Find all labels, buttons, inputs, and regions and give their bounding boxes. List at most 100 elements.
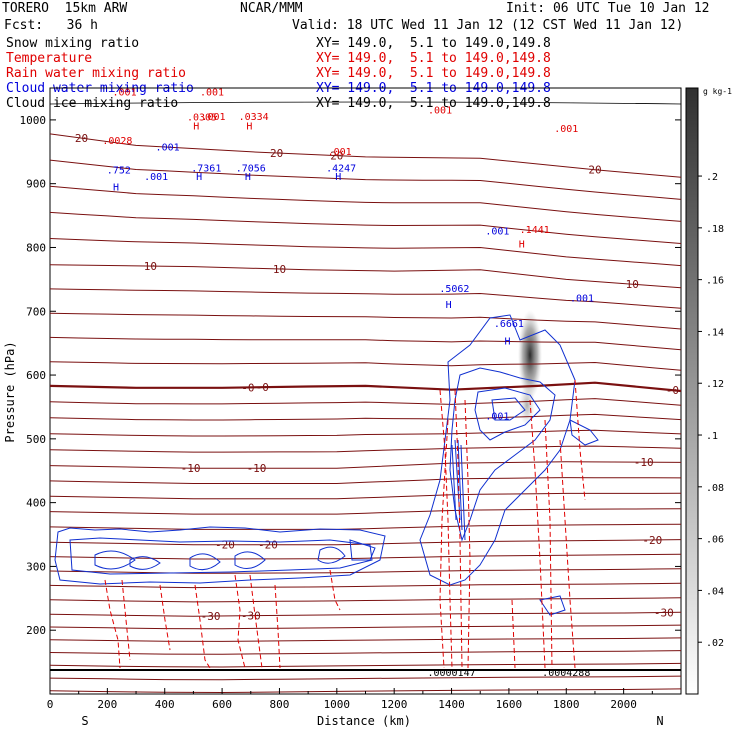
snow-maximum-shading — [518, 310, 542, 400]
isotherm-label: 10 — [626, 278, 639, 291]
isotherm-intermediate — [50, 336, 681, 351]
field-xy-temperature: XY= 149.0, 5.1 to 149.0,149.8 — [316, 51, 551, 66]
y-tick-label: 800 — [26, 241, 46, 254]
contour-label: .0028 — [102, 136, 132, 147]
field-name-snow: Snow mixing ratio — [6, 36, 140, 51]
contour-label: H — [504, 336, 510, 347]
rain-water-contours — [104, 379, 586, 669]
colorbar-tick-label: .18 — [706, 224, 724, 235]
colorbar-tick-label: .06 — [706, 535, 724, 546]
isotherm-intermediate — [50, 477, 681, 484]
isotherm-label: -0 — [256, 381, 269, 394]
south-end-label: S — [81, 714, 88, 728]
init-time: Init: 06 UTC Tue 10 Jan 12 — [506, 1, 710, 16]
isotherm-intermediate — [50, 597, 681, 603]
x-tick-label: 200 — [97, 698, 117, 711]
cloud-ice-contour — [50, 101, 681, 105]
y-tick-label: 700 — [26, 305, 46, 318]
isotherm-intermediate — [50, 288, 681, 309]
x-axis-title: Distance (km) — [317, 714, 411, 728]
field-name-temperature: Temperature — [6, 51, 93, 66]
isotherm-label: -20 — [642, 534, 662, 547]
isotherm-label: -10 — [247, 462, 267, 475]
contour-label: .001 — [156, 143, 180, 154]
forecast-hour: Fcst: 36 h — [4, 18, 98, 33]
isotherm-upper — [50, 675, 681, 681]
colorbar-tick-label: .02 — [706, 638, 724, 649]
contour-label: .0334 — [239, 112, 269, 123]
y-tick-label: 300 — [26, 560, 46, 573]
isotherm-intermediate — [50, 553, 681, 560]
x-tick-label: 2000 — [610, 698, 637, 711]
x-tick-label: 400 — [155, 698, 175, 711]
contour-label: .001 — [328, 147, 352, 158]
contour-value-labels: .0000147.0004288.001H.6661H.5062.001.001… — [102, 60, 594, 679]
chart-axes: 200 300 400 500 600 700 800 900 1000 0 200 400 600 80… — [3, 114, 681, 728]
contour-label: .001 — [201, 112, 225, 123]
isotherm-intermediate — [50, 582, 681, 589]
isotherm-intermediate — [50, 413, 681, 421]
isotherm-label: -30 — [654, 607, 674, 620]
isotherm-label: 20 — [75, 132, 88, 145]
contour-label: H — [246, 121, 252, 132]
colorbar-tick-label: .2 — [706, 172, 718, 183]
contour-label: H — [335, 172, 341, 183]
colorbar-tick-label: .08 — [706, 483, 724, 494]
contour-layer: -30 -30 -30-20 -20 -20-10 -10 -10-0 -0 -010 10102… — [50, 60, 681, 694]
contour-label: H — [193, 121, 199, 132]
isotherm-label: -0 — [666, 384, 679, 397]
isotherm-intermediate — [50, 312, 681, 330]
isotherm-intermediate — [50, 361, 681, 371]
isotherm-minus10 — [50, 461, 681, 469]
x-tick-label: 600 — [212, 698, 232, 711]
isotherm-label: 10 — [144, 260, 157, 273]
colorbar-tick-label: .1 — [706, 431, 718, 442]
x-tick-label: 1600 — [496, 698, 523, 711]
y-tick-label: 200 — [26, 624, 46, 637]
isotherm-intermediate — [50, 445, 681, 453]
isotherm-label: -10 — [634, 456, 654, 469]
colorbar-tick-label: .04 — [706, 586, 724, 597]
contour-label: H — [519, 239, 525, 250]
contour-label: H — [245, 172, 251, 183]
colorbar-ticks: .02 .04 .06 .08 .1 .12 .14 .16 .18 .2 g kg-1 — [698, 87, 732, 649]
contour-label: .7361 — [191, 164, 221, 175]
isotherm-intermediate — [50, 568, 681, 574]
contour-label: .001 — [485, 412, 509, 423]
contour-label: .0000147 — [427, 668, 475, 679]
isotherm-label: 20 — [588, 164, 601, 177]
colorbar-unit: g kg-1 — [703, 87, 732, 96]
isotherm-intermediate — [50, 508, 681, 515]
y-tick-label: 900 — [26, 178, 46, 191]
isotherm-intermediate — [50, 523, 681, 530]
contour-label: .5062 — [439, 284, 469, 295]
isotherm-label: 20 — [330, 150, 343, 163]
isotherm-label: -0 — [241, 381, 254, 394]
isotherm-label: -30 — [241, 610, 261, 623]
isotherm-intermediate — [50, 185, 681, 222]
y-tick-label: 400 — [26, 497, 46, 510]
isotherm-upper — [50, 662, 681, 668]
isotherm-upper — [50, 624, 681, 630]
field-xy-cloud-ice: XY= 149.0, 5.1 to 149.0,149.8 — [316, 96, 551, 111]
contour-label: .001 — [200, 88, 224, 99]
y-tick-label: 1000 — [20, 114, 47, 127]
valid-time: Valid: 18 UTC Wed 11 Jan 12 (12 CST Wed … — [292, 18, 684, 33]
contour-label: H — [446, 300, 452, 311]
temperature-contours: -30 -30 -30-20 -20 -20-10 -10 -10-0 -0 -010 10102… — [50, 132, 681, 694]
isotherm-upper — [50, 650, 681, 655]
contour-label: .001 — [503, 60, 527, 71]
y-tick-label: 600 — [26, 369, 46, 382]
isotherm-20 — [50, 133, 681, 178]
isotherm-intermediate — [50, 429, 681, 437]
y-tick-label: 500 — [26, 433, 46, 446]
colorbar-tick-label: .14 — [706, 327, 724, 338]
x-tick-label: 1400 — [438, 698, 465, 711]
field-xy-snow: XY= 149.0, 5.1 to 149.0,149.8 — [316, 36, 551, 51]
contour-label: .6661 — [494, 319, 524, 330]
field-xy-rain: XY= 149.0, 5.1 to 149.0,149.8 — [316, 66, 551, 81]
isotherm-minus20 — [50, 539, 681, 546]
isotherm-label: -20 — [215, 539, 235, 552]
contour-label: .0004288 — [542, 668, 590, 679]
